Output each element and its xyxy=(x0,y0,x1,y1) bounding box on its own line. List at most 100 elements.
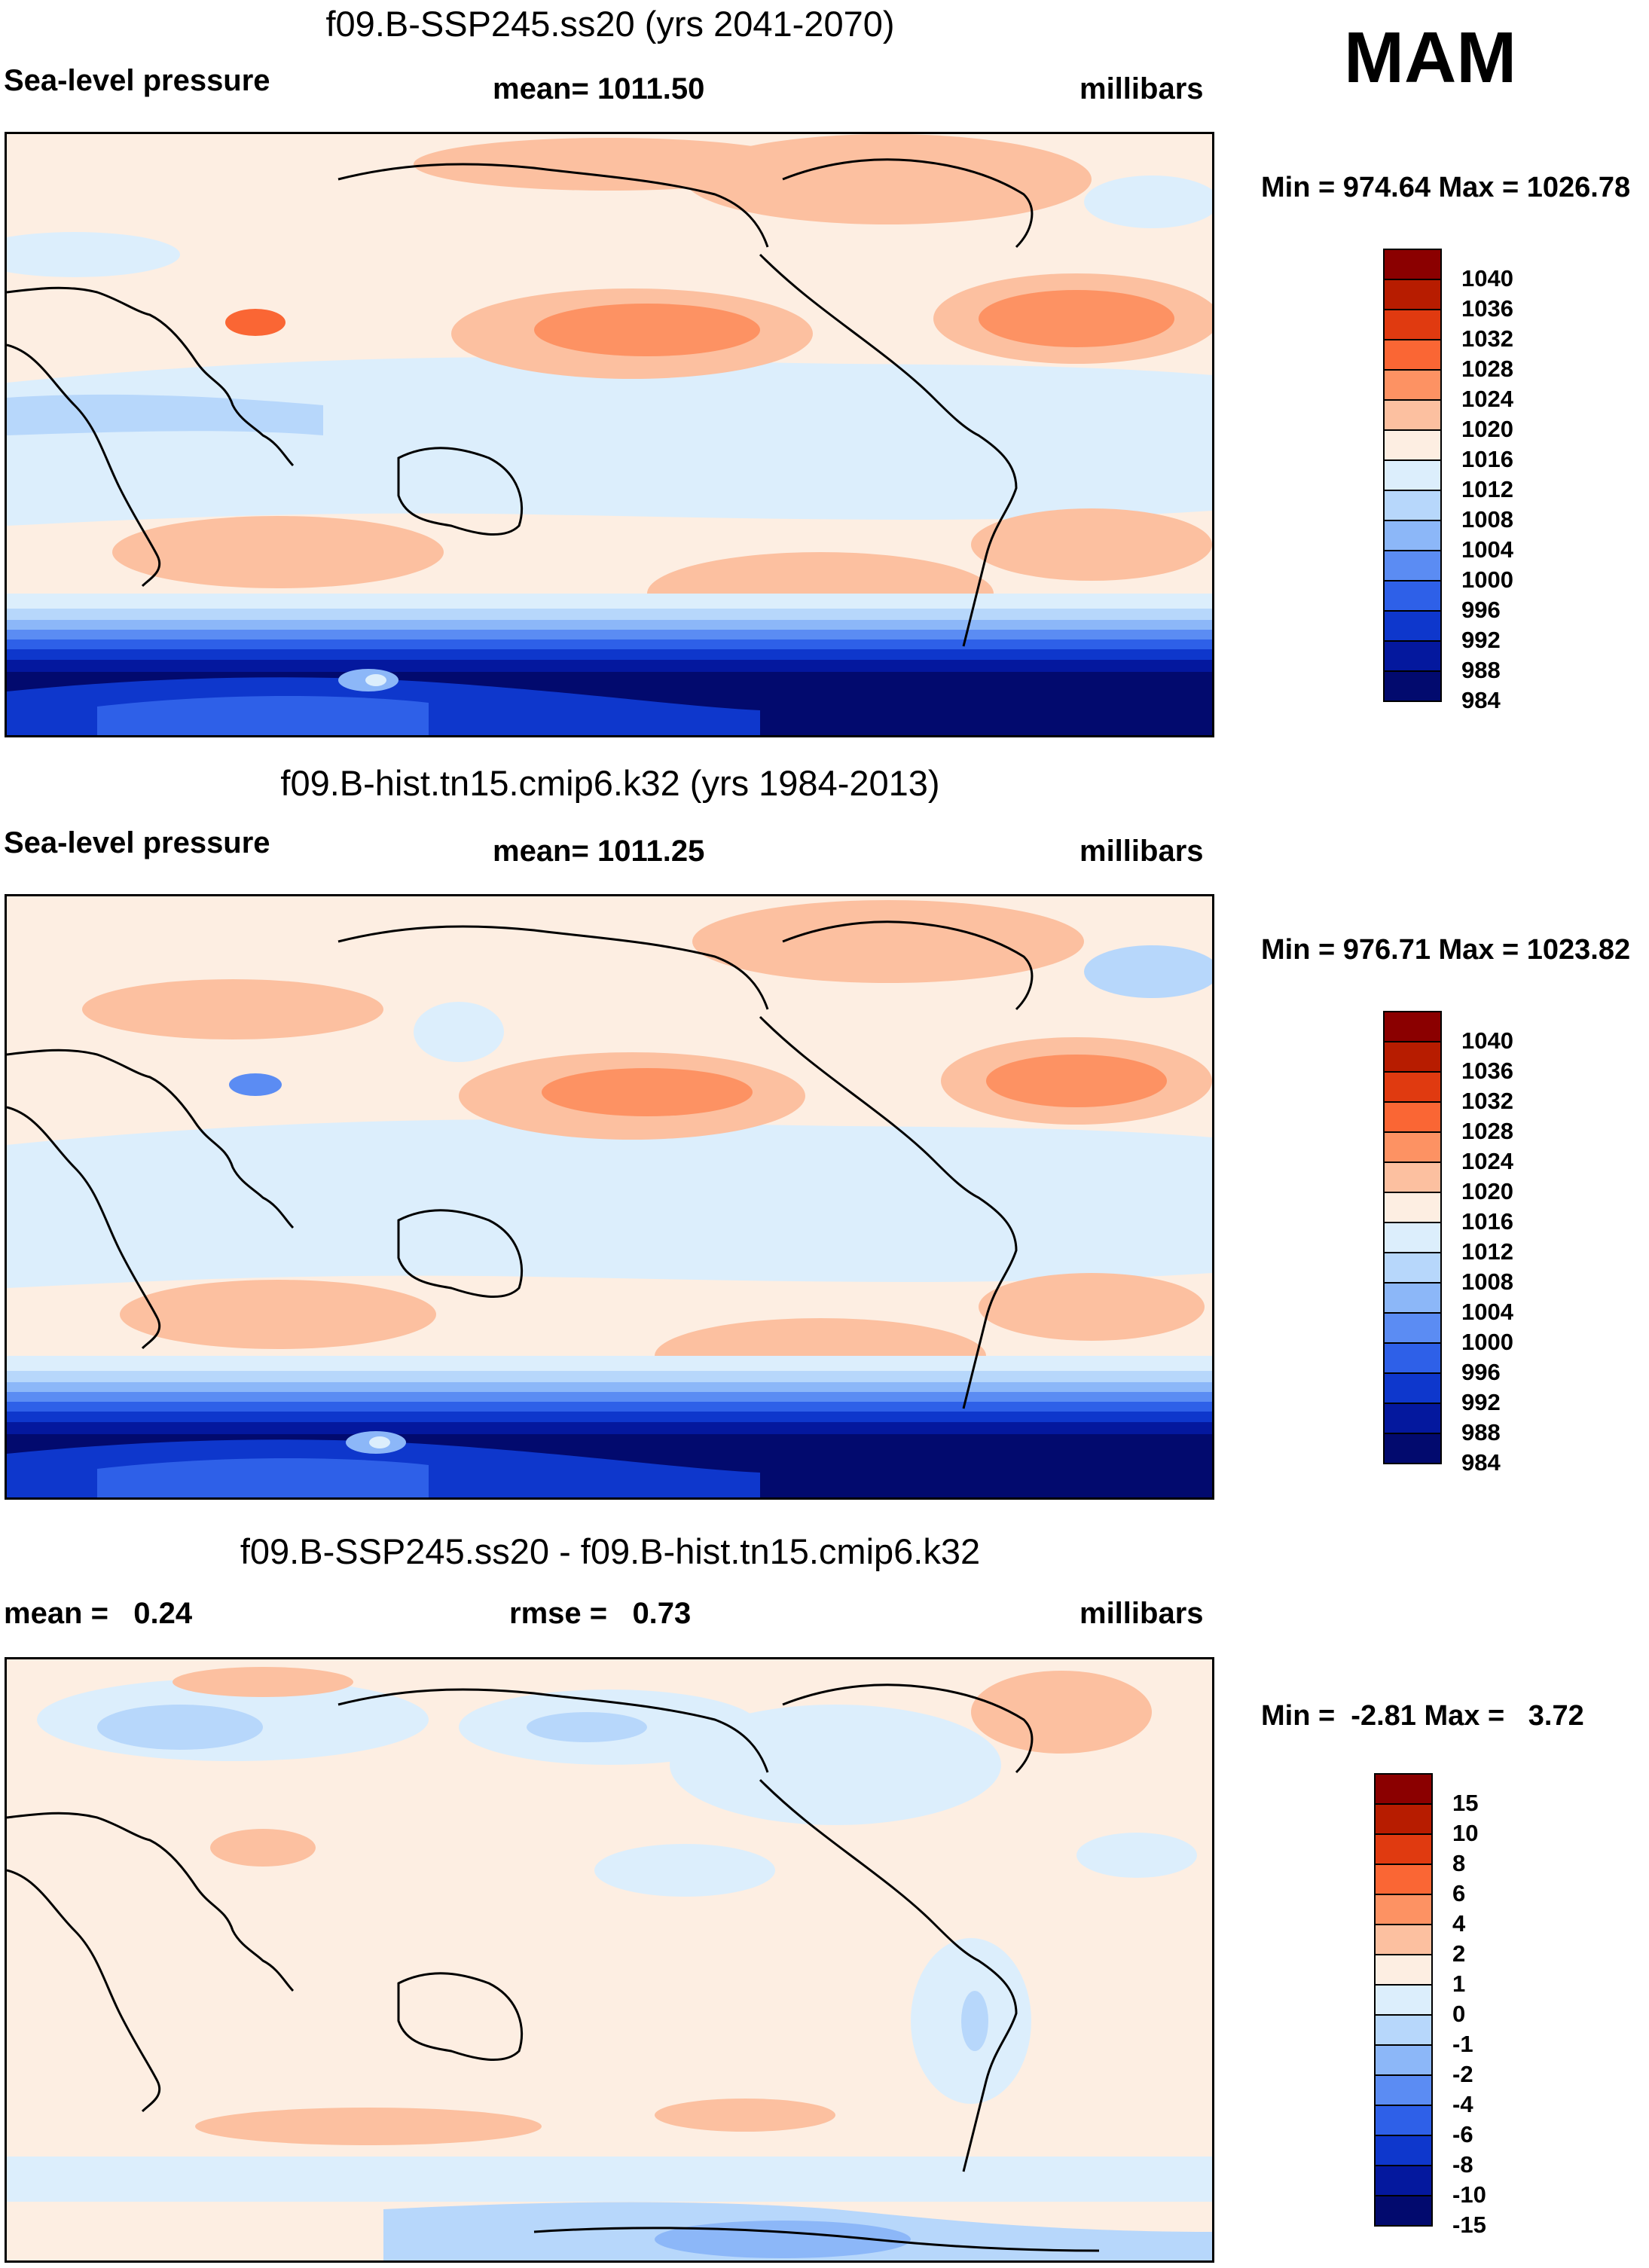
colorbar-tick-label: 1016 xyxy=(1461,1208,1513,1235)
colorbar-swatch xyxy=(1374,2165,1433,2196)
colorbar-tick-label: 1024 xyxy=(1461,386,1513,412)
colorbar-swatch xyxy=(1374,2135,1433,2166)
colorbar-tick-label: 1028 xyxy=(1461,1118,1513,1144)
colorbar-tick-label: 1012 xyxy=(1461,476,1513,502)
colorbar-swatch xyxy=(1383,1101,1442,1133)
mean-label: mean= 1011.25 xyxy=(493,835,705,868)
min-max-label: Min = -2.81 Max = 3.72 xyxy=(1261,1700,1584,1732)
colorbar-tick-label: 1032 xyxy=(1461,325,1513,352)
colorbar-tick-label: -15 xyxy=(1452,2212,1486,2238)
colorbar-swatch xyxy=(1374,2074,1433,2106)
colorbar-tick-label: 1 xyxy=(1452,1970,1466,1997)
colorbar-tick-label: 1040 xyxy=(1461,265,1513,292)
colorbar-swatch xyxy=(1383,520,1442,551)
colorbar-tick-label: 8 xyxy=(1452,1850,1466,1876)
colorbar-swatch xyxy=(1383,1192,1442,1223)
colorbar-swatch xyxy=(1383,1312,1442,1344)
colorbar-swatch xyxy=(1383,1342,1442,1374)
colorbar-tick-label: 1024 xyxy=(1461,1148,1513,1174)
colorbar-tick-label: 996 xyxy=(1461,1359,1501,1385)
colorbar-swatch xyxy=(1383,1403,1442,1434)
panel-title: f09.B-hist.tn15.cmip6.k32 (yrs 1984-2013… xyxy=(280,763,940,803)
slp-map-historical xyxy=(5,894,1214,1500)
colorbar-tick-label: 1012 xyxy=(1461,1238,1513,1265)
colorbar-swatch xyxy=(1383,1071,1442,1103)
colorbar-tick-label: 992 xyxy=(1461,627,1501,653)
colorbar-swatch xyxy=(1383,1161,1442,1193)
colorbar-swatch xyxy=(1374,1894,1433,1925)
colorbar-swatch xyxy=(1374,1954,1433,1986)
variable-label: Sea-level pressure xyxy=(4,64,270,97)
colorbar-swatch xyxy=(1374,1803,1433,1835)
colorbar-tick-label: 1004 xyxy=(1461,1299,1513,1325)
panel-title: f09.B-SSP245.ss20 (yrs 2041-2070) xyxy=(325,4,895,44)
slp-map-future xyxy=(5,132,1214,737)
colorbar-tick-label: 1004 xyxy=(1461,536,1513,563)
rmse-label: rmse = 0.73 xyxy=(509,1597,692,1630)
colorbar-swatch xyxy=(1383,1011,1442,1042)
colorbar-swatch xyxy=(1383,399,1442,431)
colorbar-swatch xyxy=(1383,1131,1442,1163)
colorbar-swatch xyxy=(1374,1984,1433,2016)
colorbar-tick-label: 10 xyxy=(1452,1820,1479,1846)
colorbar-swatch xyxy=(1383,1222,1442,1253)
colorbar-swatch xyxy=(1383,1041,1442,1073)
colorbar-tick-label: 1000 xyxy=(1461,566,1513,593)
colorbar-swatch xyxy=(1383,1282,1442,1314)
min-max-label: Min = 976.71 Max = 1023.82 xyxy=(1261,934,1631,966)
colorbar-swatch xyxy=(1383,610,1442,642)
colorbar-tick-label: -1 xyxy=(1452,2031,1473,2057)
units-label: millibars xyxy=(1079,72,1204,105)
colorbar-tick-label: 1016 xyxy=(1461,446,1513,472)
colorbar-tick-label: 996 xyxy=(1461,597,1501,623)
colorbar-tick-label: 1040 xyxy=(1461,1027,1513,1054)
colorbar-tick-label: 1008 xyxy=(1461,506,1513,533)
colorbar-tick-label: 984 xyxy=(1461,687,1501,713)
colorbar-tick-label: 2 xyxy=(1452,1940,1466,1967)
colorbar-tick-label: 1032 xyxy=(1461,1088,1513,1114)
colorbar-swatch xyxy=(1383,640,1442,672)
colorbar-tick-label: 992 xyxy=(1461,1389,1501,1415)
colorbar-swatch xyxy=(1383,459,1442,491)
colorbar-tick-label: -2 xyxy=(1452,2061,1473,2087)
colorbar-tick-label: 1000 xyxy=(1461,1329,1513,1355)
colorbar-swatch xyxy=(1374,2195,1433,2227)
mean-label: mean= 1011.50 xyxy=(493,72,705,105)
colorbar-swatch xyxy=(1383,279,1442,310)
colorbar-swatch xyxy=(1383,369,1442,401)
colorbar-swatch xyxy=(1374,1924,1433,1955)
units-label: millibars xyxy=(1079,1597,1204,1630)
min-max-label: Min = 974.64 Max = 1026.78 xyxy=(1261,172,1631,203)
colorbar-tick-label: -6 xyxy=(1452,2121,1473,2147)
colorbar-swatch xyxy=(1374,2044,1433,2076)
mean-label: mean = 0.24 xyxy=(4,1597,193,1630)
colorbar-swatch xyxy=(1383,580,1442,612)
colorbar-tick-label: 1028 xyxy=(1461,356,1513,382)
colorbar-swatch xyxy=(1383,1252,1442,1284)
colorbar-swatch xyxy=(1383,490,1442,521)
colorbar-tick-label: 1008 xyxy=(1461,1268,1513,1295)
colorbar-tick-label: 1020 xyxy=(1461,1178,1513,1204)
colorbar-tick-label: 984 xyxy=(1461,1449,1501,1476)
colorbar-swatch xyxy=(1374,1864,1433,1895)
colorbar-tick-label: 0 xyxy=(1452,2001,1466,2027)
colorbar-swatch xyxy=(1383,249,1442,280)
colorbar-swatch xyxy=(1383,339,1442,371)
colorbar-swatch xyxy=(1383,429,1442,461)
season-label: MAM xyxy=(1344,17,1517,98)
colorbar-swatch xyxy=(1374,2105,1433,2136)
colorbar-swatch xyxy=(1383,1372,1442,1404)
colorbar-swatch xyxy=(1374,2014,1433,2046)
colorbar-swatch xyxy=(1374,1773,1433,1805)
colorbar-tick-label: -8 xyxy=(1452,2151,1473,2178)
colorbar-tick-label: 1036 xyxy=(1461,1058,1513,1084)
colorbar-swatch xyxy=(1374,1833,1433,1865)
colorbar-tick-label: -4 xyxy=(1452,2091,1473,2117)
colorbar-tick-label: 988 xyxy=(1461,1419,1501,1445)
variable-label: Sea-level pressure xyxy=(4,826,270,859)
panel-title: f09.B-SSP245.ss20 - f09.B-hist.tn15.cmip… xyxy=(240,1531,981,1571)
colorbar-swatch xyxy=(1383,309,1442,340)
colorbar-tick-label: -10 xyxy=(1452,2181,1486,2208)
colorbar-tick-label: 15 xyxy=(1452,1790,1479,1816)
colorbar-swatch xyxy=(1383,1433,1442,1464)
